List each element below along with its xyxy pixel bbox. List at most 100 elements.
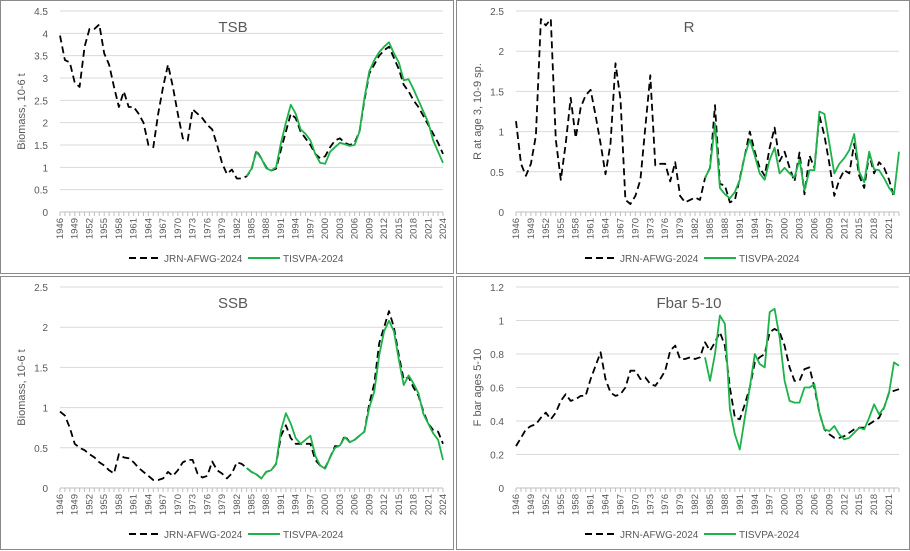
series-line-tisvpa-2024 [704,110,900,200]
x-tick-label: 1958 [571,218,582,239]
x-tick-label: 1952 [84,494,95,515]
x-tick-label: 2009 [824,494,835,515]
y-tick-label: 0.8 [490,350,504,361]
x-tick-label: 1952 [541,494,552,515]
chart-title: SSB [218,295,248,312]
y-tick-label: 0.5 [34,186,48,197]
x-tick-label: 1982 [690,494,701,515]
x-tick-label: 1973 [188,494,199,515]
y-tick-label: 0.5 [34,444,48,455]
chart-title: Fbar 5-10 [656,295,721,312]
x-tick-label: 1997 [305,218,316,239]
x-tick-label: 1973 [188,218,199,239]
x-tick-label: 2003 [795,218,806,239]
series-line-jrn-afwg-2024 [515,328,900,447]
x-tick-label: 1958 [114,218,125,239]
x-tick-label: 2009 [364,218,375,239]
x-tick-label: 1952 [84,218,95,239]
legend-label-tisvpa: TISVPA-2024 [283,530,344,541]
x-tick-label: 1964 [601,494,612,515]
x-tick-label: 1994 [291,494,302,515]
y-tick-label: 1.5 [34,141,48,152]
series-line-jrn-afwg-2024 [59,23,444,180]
x-tick-label: 1997 [765,494,776,515]
y-tick-label: 0 [42,208,48,219]
x-tick-label: 2018 [409,494,420,515]
y-tick-label: 1 [498,317,504,328]
x-tick-label: 1964 [143,494,154,515]
x-tick-label: 1961 [129,494,140,515]
x-tick-label: 1985 [705,218,716,239]
y-tick-label: 2.5 [490,7,504,18]
x-tick-label: 2021 [423,218,434,239]
x-tick-label: 1961 [129,218,140,239]
x-tick-label: 2006 [350,218,361,239]
x-tick-label: 1994 [291,218,302,239]
legend-label-jrn: JRN-AFWG-2024 [620,254,699,265]
y-tick-label: 2.5 [34,283,48,294]
x-tick-label: 1988 [720,218,731,239]
x-tick-label: 1958 [571,494,582,515]
x-tick-label: 2003 [335,494,346,515]
x-tick-label: 1970 [173,494,184,515]
y-tick-label: 0.5 [490,168,504,179]
x-tick-label: 1946 [511,494,522,515]
y-axis-label: Biomass, 10-6 t [16,73,28,149]
y-tick-label: 0 [498,484,504,495]
legend-label-tisvpa: TISVPA-2024 [739,254,800,265]
x-tick-label: 1955 [99,494,110,515]
y-tick-label: 0.4 [490,417,504,428]
x-tick-label: 1979 [217,218,228,239]
x-tick-label: 1979 [675,218,686,239]
x-tick-label: 2009 [824,218,835,239]
x-tick-label: 2024 [438,218,449,239]
x-tick-label: 2018 [869,494,880,515]
x-tick-label: 1985 [705,494,716,515]
chart-panel-fbar: 0 0.2 0.4 0.6 0.8 1 1.2 1946 1949 1952 1955 1958 196… [456,276,910,550]
y-tick-label: 0 [498,208,504,219]
x-tick-label: 1949 [70,218,81,239]
y-tick-label: 1 [42,163,48,174]
x-tick-label: 1970 [630,218,641,239]
x-tick-label: 2003 [795,494,806,515]
x-tick-label: 1961 [586,494,597,515]
y-tick-label: 1.5 [34,363,48,374]
y-axis-label: R at age 3, 10-9 sp. [472,63,484,160]
y-tick-label: 0.2 [490,451,504,462]
x-tick-label: 2021 [884,494,895,515]
chart-svg: 0 0.5 1 1.5 2 2.5 3 3.5 4 4.5 1946 1949 1952 1955 1958… [16,7,449,265]
x-tick-label: 2021 [884,218,895,239]
x-tick-label: 2012 [839,494,850,515]
x-tick-label: 1997 [305,494,316,515]
y-tick-label: 2 [42,323,48,334]
x-tick-label: 2015 [854,218,865,239]
chart-panel-r: 0 0.5 1 1.5 2 2.5 1946 1949 1952 1955 1958 1961 1964… [456,0,910,274]
x-tick-label: 1982 [232,494,243,515]
y-tick-label: 4.5 [34,7,48,18]
x-tick-label: 1949 [526,494,537,515]
x-tick-label: 2003 [335,218,346,239]
x-tick-label: 1946 [55,218,66,239]
x-tick-label: 1979 [675,494,686,515]
x-tick-label: 1952 [541,218,552,239]
x-tick-label: 2000 [320,218,331,239]
x-tick-label: 2018 [869,218,880,239]
x-tick-label: 1976 [202,218,213,239]
x-tick-label: 1970 [173,218,184,239]
x-tick-label: 1994 [750,494,761,515]
legend-label-tisvpa: TISVPA-2024 [739,530,800,541]
x-tick-label: 1991 [735,218,746,239]
x-tick-label: 1985 [247,218,258,239]
x-tick-label: 1973 [645,218,656,239]
legend-label-jrn: JRN-AFWG-2024 [620,530,699,541]
series-line-tisvpa-2024 [246,319,444,480]
x-tick-label: 1988 [720,494,731,515]
chart-panel-tsb: 0 0.5 1 1.5 2 2.5 3 3.5 4 4.5 1946 1949 1952 1955 1958… [0,0,454,274]
x-tick-label: 2006 [809,494,820,515]
x-tick-label: 1979 [217,494,228,515]
x-tick-label: 2024 [438,494,449,515]
x-tick-label: 1991 [735,494,746,515]
x-tick-label: 1967 [158,218,169,239]
legend-label-jrn: JRN-AFWG-2024 [164,530,243,541]
series-line-jrn-afwg-2024 [59,310,444,481]
